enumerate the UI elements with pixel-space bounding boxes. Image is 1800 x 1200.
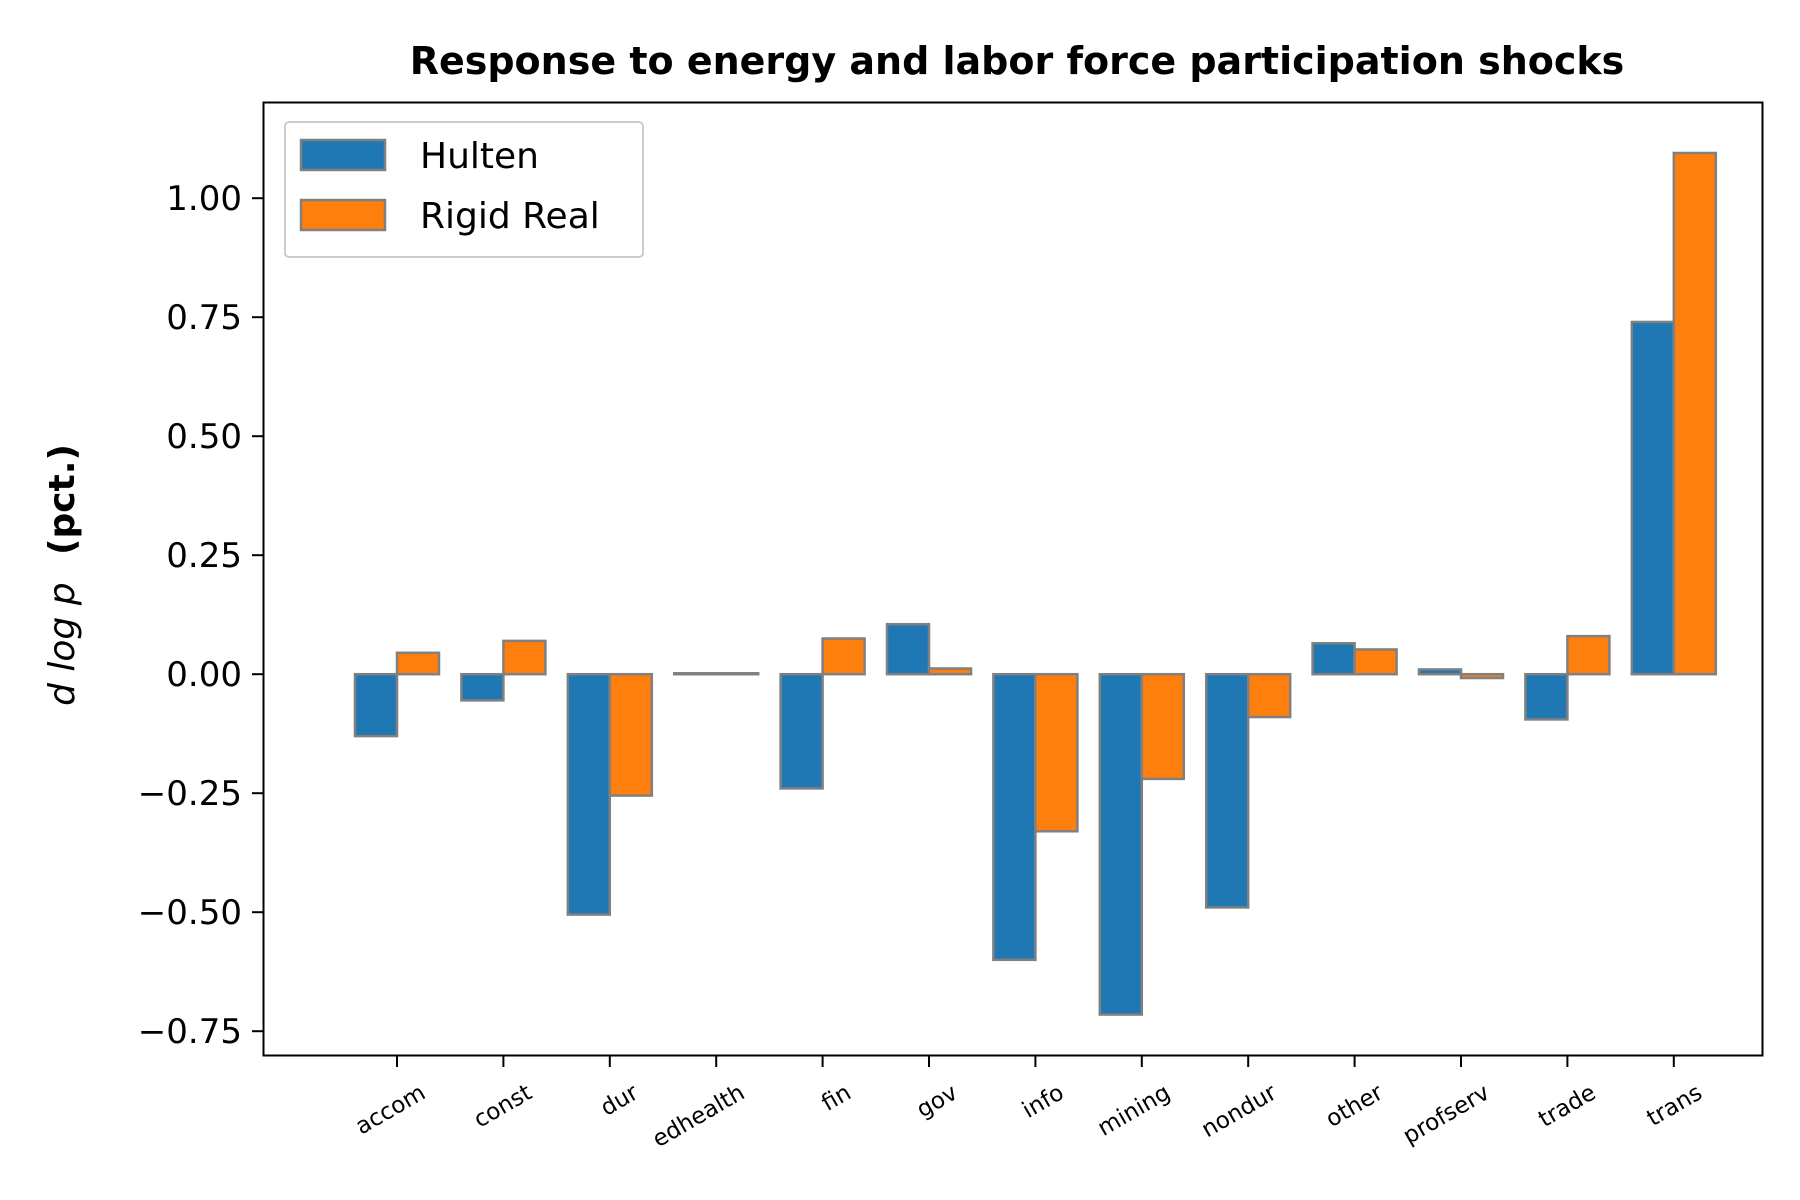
x-tick-label-mining: mining [1093,1080,1174,1142]
y-axis-ticks: −0.75 −0.50 −0.25 0.00 0.25 0.50 0.75 1.00 [138,179,264,1052]
legend-swatch-hulten [299,138,387,172]
bar-hulten-trade [1524,672,1569,721]
x-tick-label-other: other [1322,1079,1389,1132]
legend: Hulten Rigid Real [284,121,644,258]
y-tick-label: 0.25 [166,536,242,576]
x-tick-label-dur: dur [596,1079,643,1121]
bar-rigid-real-accom [395,651,441,676]
bar-hulten-const [460,672,505,702]
x-tick-label-const: const [469,1080,536,1134]
y-axis-label-math: d log p [42,582,83,705]
bar-hulten-profserv [1417,668,1463,676]
y-tick-label: −0.75 [138,1012,242,1052]
bar-rigid-real-dur [608,672,654,797]
chart-title: Response to energy and labor force parti… [410,39,1625,83]
bar-hulten-trans [1630,320,1676,676]
bar-hulten-gov [885,622,931,676]
bar-hulten-dur [566,672,612,916]
y-tick-label: −0.25 [138,774,242,814]
svg-text:d log p (pct.): d log p (pct.) [42,444,83,706]
y-tick-label: 0.75 [166,298,242,338]
plot-frame [262,101,1764,1057]
bar-hulten-edhealth [672,672,718,676]
bar-hulten-other [1311,642,1356,676]
x-tick-label-nondur: nondur [1197,1079,1281,1143]
bars [353,151,1718,1016]
bar-hulten-info [992,672,1037,962]
bar-rigid-real-nondur [1246,672,1292,719]
x-tick-label-trans: trans [1643,1080,1707,1132]
y-tick-label: 0.00 [166,655,242,695]
bar-hulten-fin [779,672,824,790]
x-axis-ticks: accom const dur edhealth fin gov info mining non… [351,1055,1707,1153]
x-tick-label-trade: trade [1534,1080,1600,1133]
legend-label-hulten: Hulten [420,136,539,177]
x-tick-label-accom: accom [351,1080,430,1140]
bar-rigid-real-trans [1672,151,1718,676]
y-tick-label: 1.00 [166,179,242,219]
bar-rigid-real-const [502,639,547,676]
bar-hulten-mining [1098,672,1144,1016]
legend-label-rigid-real: Rigid Real [420,196,600,237]
x-tick-label-profserv: profserv [1399,1080,1494,1150]
x-tick-label-info: info [1018,1080,1068,1124]
bar-rigid-real-other [1353,648,1398,676]
x-tick-label-edhealth: edhealth [648,1080,749,1153]
bar-rigid-real-info [1034,672,1079,833]
bar-rigid-real-fin [821,637,866,676]
legend-swatch-rigid-real [299,198,387,232]
bar-rigid-real-mining [1140,672,1186,781]
bar-hulten-accom [353,672,399,738]
bar-rigid-real-edhealth [714,672,760,676]
y-axis-label-unit: (pct.) [42,444,83,555]
y-tick-label: 0.50 [166,417,242,457]
y-tick-label: −0.50 [138,893,242,933]
bar-rigid-real-trade [1566,634,1611,676]
x-tick-label-fin: fin [817,1080,855,1117]
bar-rigid-real-gov [927,667,973,676]
y-axis-label: d log p (pct.) [42,444,83,706]
bar-rigid-real-profserv [1459,672,1505,680]
bar-hulten-nondur [1204,672,1250,909]
x-tick-label-gov: gov [912,1080,962,1124]
